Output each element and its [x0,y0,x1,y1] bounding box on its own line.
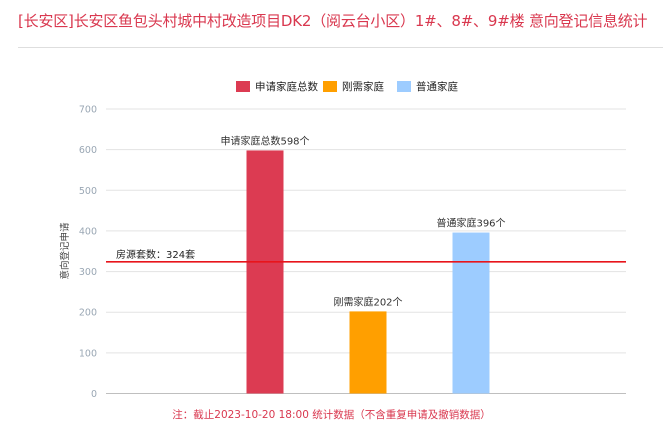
footnote: 注：截止2023-10-20 18:00 统计数据（不含重复申请及撤销数据） [172,409,491,421]
reference-line-label: 房源套数：324套 [116,248,195,261]
y-tick-label-0: 0 [91,389,97,400]
title-divider [18,47,663,48]
bar-1 [349,311,387,394]
bar-label-2: 普通家庭396个 [436,217,505,230]
legend-label-ordinary: 普通家庭 [416,81,458,93]
y-tick-label-200: 200 [79,308,97,319]
legend-swatch-total [236,81,250,92]
y-tick-label-500: 500 [79,186,97,197]
legend-swatch-ordinary [397,81,411,92]
y-tick-label-600: 600 [79,145,97,156]
y-tick-label-100: 100 [79,348,97,359]
chart-title: [长安区]长安区鱼包头村城中村改造项目DK2（阅云台小区）1#、8#、9#楼 意… [18,12,648,30]
legend-label-essential: 刚需家庭 [342,81,384,93]
y-tick-label-300: 300 [79,267,97,278]
legend-item-ordinary[interactable]: 普通家庭 [397,79,458,94]
legend-label-total: 申请家庭总数 [255,81,318,93]
legend-item-total[interactable]: 申请家庭总数 [236,79,318,94]
legend-swatch-essential [323,81,337,92]
bar-0 [246,150,284,394]
y-axis-label: 意向登记申请 [59,222,71,280]
y-tick-label-400: 400 [79,226,97,237]
chart-legend: 申请家庭总数 刚需家庭 普通家庭 [0,79,663,95]
y-tick-label-700: 700 [79,105,97,116]
bar-label-1: 刚需家庭202个 [333,295,402,308]
legend-item-essential[interactable]: 刚需家庭 [323,79,384,94]
bar-2 [452,232,490,394]
bar-label-0: 申请家庭总数598个 [220,134,309,147]
